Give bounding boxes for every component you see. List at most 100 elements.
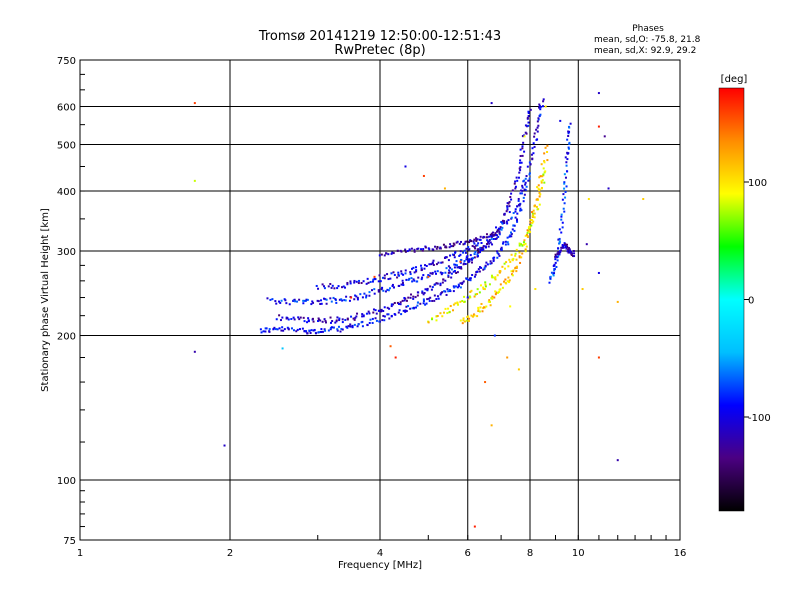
trace-point [410,247,413,250]
trace-point [524,181,527,184]
trace-point [388,287,391,290]
trace-point [487,240,490,243]
trace-point [501,286,504,289]
trace-point [552,273,555,276]
trace-point [518,255,521,258]
trace-point [405,305,408,308]
trace-point [329,328,332,331]
trace-point [488,240,491,243]
trace-point [482,245,485,248]
trace-point [512,270,515,273]
trace-point [476,292,479,295]
trace-point [459,261,462,264]
trace-point [339,330,342,333]
trace-point [569,122,572,125]
trace-point [509,234,512,237]
trace-point [469,277,472,280]
trace-point [484,245,487,248]
trace-point [400,313,403,316]
trace-point [309,331,312,334]
trace-point [356,298,359,301]
phases-heading: Phases [632,24,664,34]
trace-point [320,299,323,302]
trace-point [444,271,447,274]
trace-point [371,317,374,320]
trace-point [458,266,461,269]
trace-point [567,130,570,133]
trace-point [323,285,326,288]
trace-point [557,247,560,250]
trace-point [269,298,272,301]
trace-point [350,315,353,318]
trace-point [528,173,531,176]
trace-point [349,280,352,283]
trace-point [334,298,337,301]
trace-point [564,156,567,159]
trace-point [313,328,316,331]
trace-point [331,284,334,287]
trace-point [465,247,468,250]
trace-point [521,135,524,138]
trace-point [557,238,560,241]
trace-point [453,286,456,289]
trace-point [468,241,471,244]
trace-point [524,183,527,186]
trace-point [470,261,473,264]
trace-point [340,298,343,301]
trace-point [422,274,425,277]
trace-point [564,245,567,248]
scatter-point [597,92,600,95]
trace-point [429,272,432,275]
trace-point [566,250,569,253]
trace-point [312,329,315,332]
trace-point [324,319,327,322]
trace-point [504,240,507,243]
trace-point [498,254,501,257]
scatter-point [616,300,619,303]
scatter-point [544,105,547,108]
trace-point [568,141,571,144]
trace-point [459,253,462,256]
trace-point [559,250,562,253]
trace-point [401,279,404,282]
trace-point [474,273,477,276]
trace-point [490,235,493,238]
trace-point [481,310,484,313]
trace-point [498,288,501,291]
trace-point [396,276,399,279]
trace-point [338,317,341,320]
scatter-point [559,119,562,122]
trace-point [266,297,269,300]
trace-point [488,242,491,245]
trace-point [518,242,521,245]
trace-point [514,266,517,269]
trace-point [307,317,310,320]
trace-point [531,221,534,224]
trace-point [361,325,364,328]
trace-point [500,246,503,249]
trace-point [515,176,518,179]
trace-point [362,280,365,283]
trace-point [485,305,488,308]
trace-point [473,245,476,248]
colorbar-ticks: 100 0 -100 [744,178,771,424]
trace-point [550,271,553,274]
trace-point [345,295,348,298]
trace-point [516,179,519,182]
trace-point [498,231,501,234]
trace-point [404,272,407,275]
trace-point [385,252,388,255]
trace-point [307,319,310,322]
trace-point [447,259,450,262]
trace-point [566,138,569,141]
scatter-point [193,350,196,353]
trace-point [560,215,563,218]
trace-point [319,302,322,305]
trace-point [526,116,529,119]
trace-point [382,289,385,292]
trace-point [392,303,395,306]
trace-point [469,290,472,293]
scatter-point [493,334,496,337]
trace-point [279,301,282,304]
trace-point [568,126,571,129]
